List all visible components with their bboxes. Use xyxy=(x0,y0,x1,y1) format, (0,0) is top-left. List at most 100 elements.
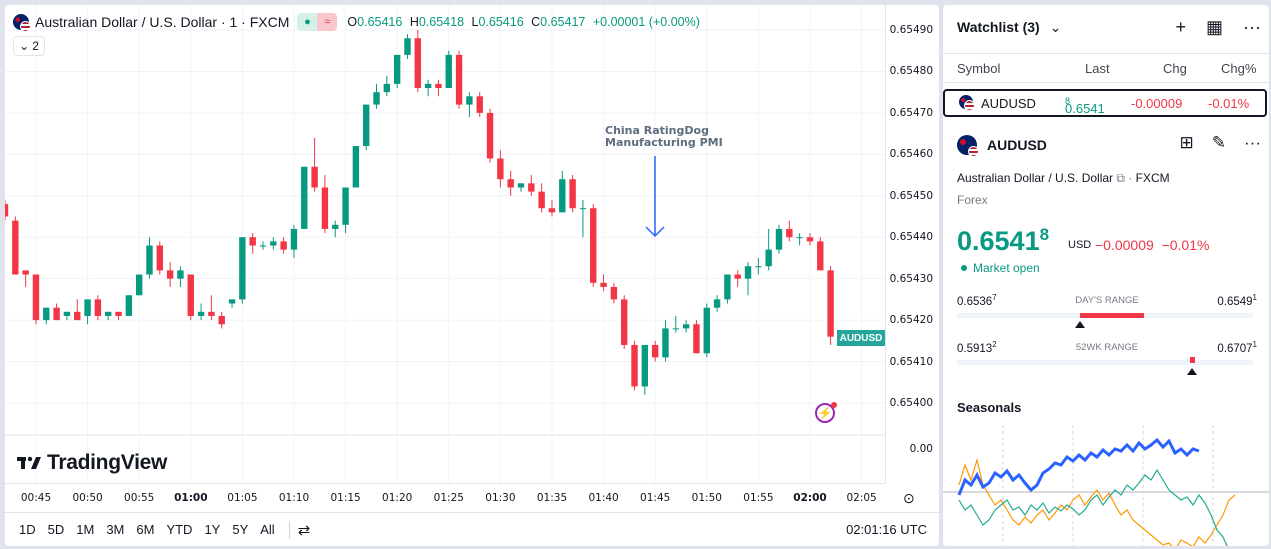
range-1d-button[interactable]: 1D xyxy=(19,522,36,537)
candle-body xyxy=(5,204,9,217)
candle-body xyxy=(631,344,638,387)
event-annotation[interactable]: China RatingDog Manufacturing PMI xyxy=(605,124,723,149)
add-symbol-icon[interactable]: + xyxy=(1175,17,1186,37)
candle xyxy=(53,303,60,321)
candle-body xyxy=(105,311,112,316)
price-chart[interactable] xyxy=(5,5,885,483)
candle xyxy=(590,204,597,287)
candle-body xyxy=(486,112,494,159)
time-axis[interactable]: 00:45 00:50 00:55 01:00 01:05 01:10 01:15 01:20… xyxy=(5,483,885,511)
candle xyxy=(166,262,174,287)
grid-icon[interactable]: ⊞ xyxy=(1179,133,1194,152)
seasonals-line-blue xyxy=(957,437,1200,496)
time-tick-label: 01:15 xyxy=(330,492,361,504)
more-icon[interactable]: ··· xyxy=(1244,133,1261,152)
watchlist-title[interactable]: Watchlist (3) ⌄ xyxy=(957,19,1062,35)
candle-body xyxy=(342,187,349,225)
candle-body xyxy=(579,208,587,210)
candle xyxy=(22,270,29,287)
range-5y-button[interactable]: 5Y xyxy=(232,522,249,537)
edit-icon[interactable]: ✎ xyxy=(1211,133,1227,152)
col-last[interactable]: Last xyxy=(1085,61,1110,76)
price-tick-label: 0.65410 xyxy=(889,355,933,368)
aud-usd-flag-icon xyxy=(13,14,31,32)
candle-body xyxy=(569,179,576,209)
time-tick-label: 01:25 xyxy=(433,492,464,504)
range-1m-button[interactable]: 1M xyxy=(76,522,95,537)
candle-body xyxy=(373,92,380,105)
last-price: 0.65418 xyxy=(957,225,1050,256)
range-ytd-button[interactable]: YTD xyxy=(166,522,193,537)
price-tick-label: 0.00 xyxy=(909,443,933,455)
chart-pane[interactable]: Australian Dollar / U.S. Dollar · 1 · FX… xyxy=(5,5,939,546)
candle-body xyxy=(94,299,102,316)
candle-body xyxy=(352,146,360,188)
candle xyxy=(641,344,649,395)
candle xyxy=(342,187,349,234)
candle-body xyxy=(22,270,29,275)
collapse-indicators-button[interactable]: ⌄ 2 xyxy=(13,36,45,56)
watchlist-toolbar: + ▦ ··· xyxy=(1175,17,1261,38)
candle-body xyxy=(507,179,514,188)
candle xyxy=(662,320,669,362)
external-link-icon[interactable]: ⧉ xyxy=(1116,171,1125,185)
candle xyxy=(631,340,638,391)
col-chg[interactable]: Chg xyxy=(1163,61,1187,76)
candle xyxy=(528,175,535,196)
utc-clock[interactable]: 02:01:16 UTC xyxy=(846,522,927,537)
candle xyxy=(218,311,225,329)
tradingview-logo[interactable]: TradingView xyxy=(17,451,167,475)
seasonals-line-orange xyxy=(958,457,1236,546)
layout-icon[interactable]: ▦ xyxy=(1206,17,1224,37)
time-tick-label: 01:35 xyxy=(536,492,568,504)
candle-body xyxy=(672,328,679,330)
candle-body xyxy=(404,38,411,55)
candle xyxy=(672,315,679,333)
candle xyxy=(393,54,401,89)
date-range-icon[interactable]: ⇄ xyxy=(297,521,311,539)
more-icon[interactable]: ··· xyxy=(1243,17,1261,37)
candle xyxy=(63,311,71,321)
candle-body xyxy=(332,224,339,229)
col-chgp[interactable]: Chg% xyxy=(1221,61,1257,76)
range-marker-icon xyxy=(1187,368,1197,375)
candle-body xyxy=(414,38,421,89)
candle xyxy=(280,237,287,254)
detail-symbol[interactable]: AUDUSD xyxy=(957,135,1047,157)
time-tick-label: 01:05 xyxy=(227,492,258,504)
price-tick-label: 0.65460 xyxy=(889,148,933,161)
candle xyxy=(228,299,236,308)
candle xyxy=(5,199,9,221)
candle xyxy=(332,220,339,238)
watchlist-row[interactable]: AUDUSD 0.6541 8 -0.00009 -0.01% xyxy=(943,89,1267,117)
candle xyxy=(363,104,370,151)
range-5d-button[interactable]: 5D xyxy=(47,522,65,537)
candle-body xyxy=(218,315,225,325)
candle-body xyxy=(559,179,566,213)
time-tick-label: 02:05 xyxy=(846,492,877,504)
seasonals-title[interactable]: Seasonals xyxy=(957,400,1022,415)
col-symbol[interactable]: Symbol xyxy=(957,61,1001,76)
lightning-icon[interactable]: ⚡ xyxy=(815,402,837,423)
candle xyxy=(187,274,194,321)
candle-body xyxy=(270,241,277,246)
candle-body xyxy=(724,274,731,300)
seasonals-chart[interactable] xyxy=(943,425,1269,546)
candle-body xyxy=(84,299,91,316)
candle xyxy=(621,295,628,350)
market-status[interactable]: Market open xyxy=(961,261,1040,275)
range-3m-button[interactable]: 3M xyxy=(106,522,125,537)
price-tick-label: 0.65420 xyxy=(889,314,933,327)
range-1y-button[interactable]: 1Y xyxy=(204,522,221,537)
last-price-tag: AUDUSD xyxy=(837,330,885,346)
right-panel: Watchlist (3) ⌄ + ▦ ··· Symbol Last Chg … xyxy=(943,5,1269,546)
range-all-button[interactable]: All xyxy=(260,522,275,537)
price-axis[interactable]: 0.65490 0.65480 0.65470 0.65460 0.65450 0.654… xyxy=(885,5,939,483)
candle-body xyxy=(135,274,143,296)
chart-title[interactable]: Australian Dollar / U.S. Dollar · 1 · FX… xyxy=(35,14,290,30)
settings-icon[interactable]: ⊙ xyxy=(903,490,915,506)
market-status-pill[interactable]: ● ≈ xyxy=(297,13,338,31)
candle-body xyxy=(74,311,81,321)
range-6m-button[interactable]: 6M xyxy=(136,522,155,537)
time-tick-label: 00:55 xyxy=(124,492,155,504)
